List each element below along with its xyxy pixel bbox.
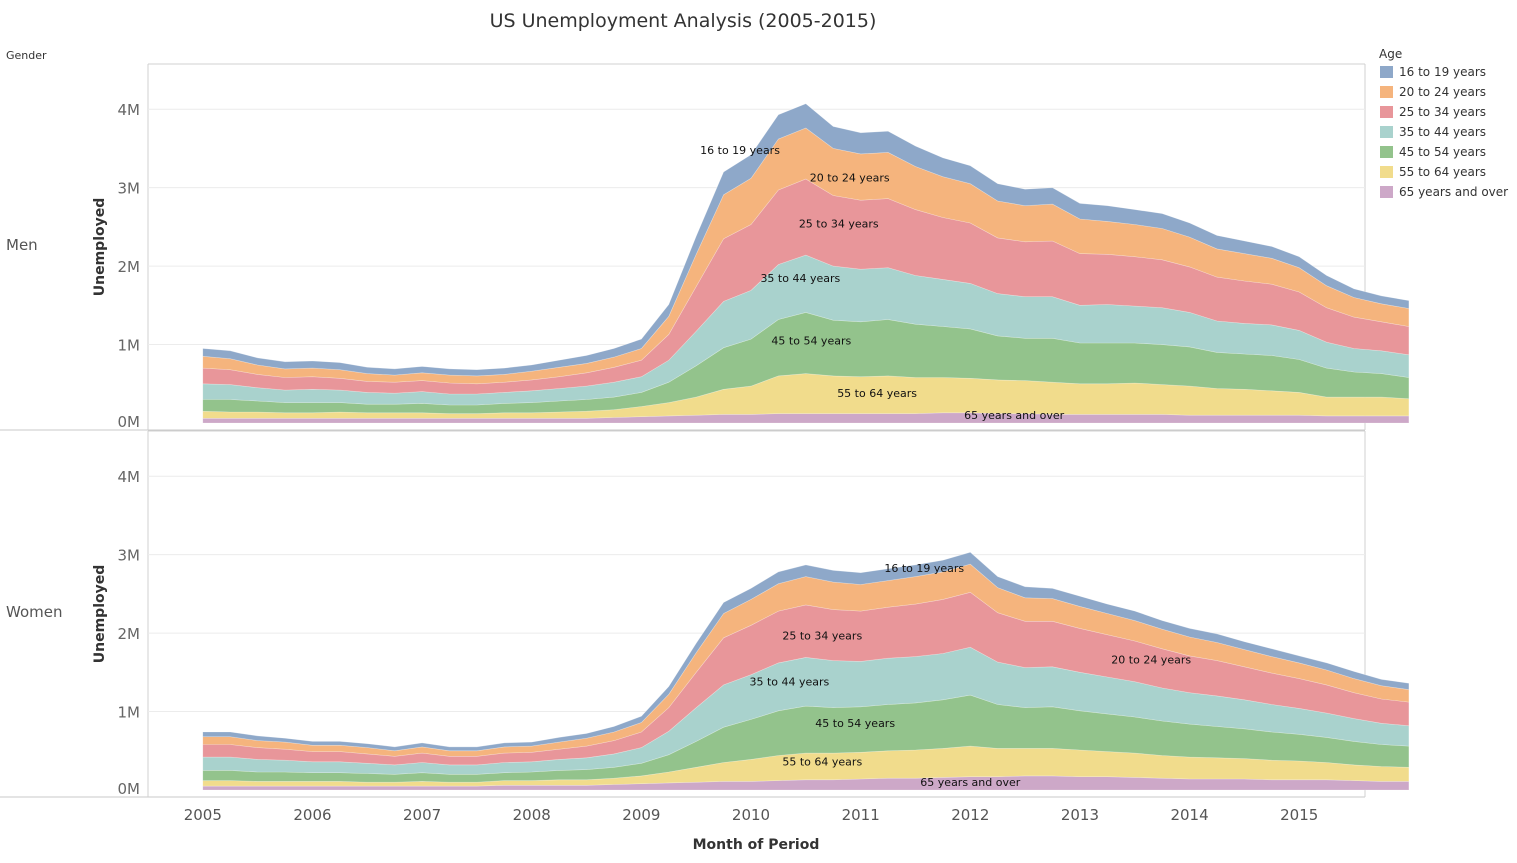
y-tick-label: 0M	[118, 413, 141, 431]
y-axis-title: Unemployed	[92, 198, 108, 297]
legend-item-45-to-54-years[interactable]: 45 to 54 years	[1380, 145, 1486, 159]
legend-item-16-to-19-years[interactable]: 16 to 19 years	[1380, 65, 1486, 79]
legend-item-label: 45 to 54 years	[1399, 145, 1486, 159]
panel-women: 0M 1M 2M 3M 4M Unemployed Women 16 to 19 years 2…	[0, 430, 1410, 798]
area-series-group	[202, 103, 1410, 424]
legend-swatch	[1380, 106, 1393, 118]
y-tick-label: 4M	[118, 468, 141, 486]
legend-swatch	[1380, 126, 1393, 138]
area-annotation: 65 years and over	[920, 776, 1020, 789]
row-label-women: Women	[6, 603, 62, 621]
legend-title: Age	[1379, 47, 1402, 61]
legend-swatch	[1380, 146, 1393, 158]
y-tick-label: 2M	[118, 625, 141, 643]
y-tick-label: 4M	[118, 101, 141, 119]
legend: Age 16 to 19 years 20 to 24 years 25 to 34…	[1379, 47, 1508, 199]
y-tick-label: 0M	[118, 780, 141, 798]
legend-item-label: 25 to 34 years	[1399, 105, 1486, 119]
area-annotation: 65 years and over	[964, 409, 1064, 422]
legend-swatch	[1380, 66, 1393, 78]
x-axis-title: Month of Period	[693, 837, 820, 853]
row-label-men: Men	[6, 236, 38, 254]
panels-group: 0M 1M 2M 3M 4M Unemployed Men 16 to 19 years 20 …	[0, 63, 1410, 798]
x-tick-label: 2014	[1170, 806, 1208, 824]
area-annotation: 25 to 34 years	[782, 629, 862, 642]
legend-swatch	[1380, 186, 1393, 198]
chart-title: US Unemployment Analysis (2005-2015)	[490, 10, 877, 32]
area-annotation: 45 to 54 years	[771, 335, 851, 348]
legend-item-label: 20 to 24 years	[1399, 85, 1486, 99]
y-tick-label: 2M	[118, 258, 141, 276]
y-tick-label: 3M	[118, 547, 141, 565]
legend-swatch	[1380, 86, 1393, 98]
area-annotation: 35 to 44 years	[749, 676, 829, 689]
x-tick-label: 2006	[293, 806, 331, 824]
x-tick-label: 2005	[184, 806, 222, 824]
legend-item-25-to-34-years[interactable]: 25 to 34 years	[1380, 105, 1486, 119]
area-annotation: 55 to 64 years	[782, 756, 862, 769]
y-tick-label: 1M	[118, 704, 141, 722]
area-annotation: 20 to 24 years	[810, 171, 890, 184]
legend-item-55-to-64-years[interactable]: 55 to 64 years	[1380, 165, 1486, 179]
legend-item-label: 16 to 19 years	[1399, 65, 1486, 79]
area-annotation: 45 to 54 years	[815, 717, 895, 730]
y-axis-title: Unemployed	[92, 565, 108, 664]
area-annotation: 35 to 44 years	[760, 272, 840, 285]
legend-item-35-to-44-years[interactable]: 35 to 44 years	[1380, 125, 1486, 139]
area-annotation: 16 to 19 years	[700, 144, 780, 157]
x-tick-label: 2010	[732, 806, 770, 824]
area-series-group	[202, 551, 1410, 791]
facet-header-label: Gender	[6, 49, 47, 62]
legend-item-label: 65 years and over	[1399, 185, 1508, 199]
x-axis-ticks: 2005 2006 2007 2008 2009 2010 2011 2012 2013 2014…	[184, 806, 1319, 824]
x-tick-label: 2011	[842, 806, 880, 824]
x-tick-label: 2013	[1061, 806, 1099, 824]
legend-item-20-to-24-years[interactable]: 20 to 24 years	[1380, 85, 1486, 99]
area-annotation: 16 to 19 years	[884, 562, 964, 575]
x-tick-label: 2008	[513, 806, 551, 824]
legend-swatch	[1380, 166, 1393, 178]
area-annotation: 25 to 34 years	[799, 218, 879, 231]
legend-item-label: 35 to 44 years	[1399, 125, 1486, 139]
x-tick-label: 2012	[951, 806, 989, 824]
x-tick-label: 2015	[1280, 806, 1318, 824]
area-annotation: 20 to 24 years	[1111, 654, 1191, 667]
panel-men: 0M 1M 2M 3M 4M Unemployed Men 16 to 19 years 20 …	[0, 63, 1410, 431]
legend-item-65-years-and-over[interactable]: 65 years and over	[1380, 185, 1508, 199]
y-tick-label: 1M	[118, 337, 141, 355]
x-tick-label: 2007	[403, 806, 441, 824]
area-16-to-19-years[interactable]	[202, 551, 1410, 752]
x-tick-label: 2009	[622, 806, 660, 824]
area-16-to-19-years[interactable]	[202, 103, 1410, 377]
y-tick-label: 3M	[118, 180, 141, 198]
legend-item-label: 55 to 64 years	[1399, 165, 1486, 179]
area-annotation: 55 to 64 years	[837, 387, 917, 400]
